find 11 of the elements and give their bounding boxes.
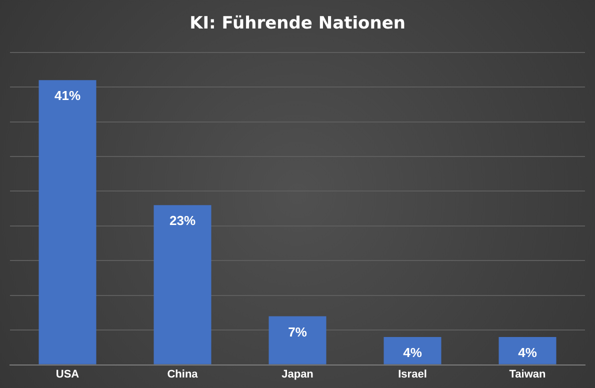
x-tick-label: Taiwan [509,368,546,380]
x-tick-label: Japan [282,368,314,380]
x-tick-label: USA [56,368,80,380]
x-tick-label: Israel [398,368,427,380]
data-label: 4% [403,345,422,360]
data-label: 4% [518,345,538,360]
x-tick-label: China [167,368,199,380]
data-label: 7% [288,324,308,340]
chart-title: KI: Führende Nationen [190,14,406,34]
data-label: 23% [169,213,196,228]
data-label: 41% [54,88,81,104]
